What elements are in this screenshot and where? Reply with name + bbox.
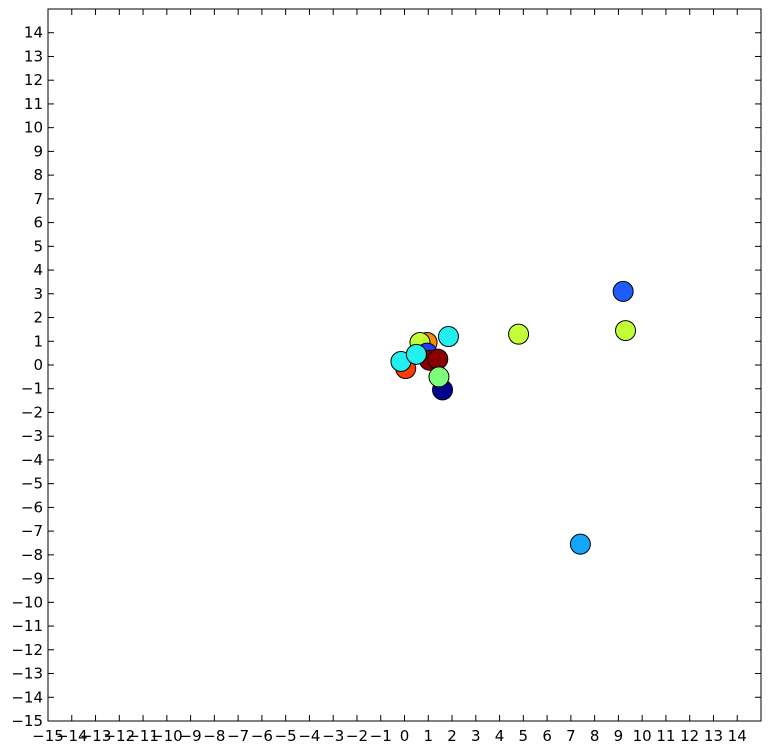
x-tick-label: 10: [633, 727, 652, 745]
y-tick-label: 8: [33, 166, 43, 184]
x-tick-label: 9: [614, 727, 624, 745]
x-tick-label: 3: [471, 727, 481, 745]
data-point: [508, 323, 530, 345]
y-tick-label: −7: [21, 522, 43, 540]
y-tick-label: 6: [33, 214, 43, 232]
y-tick-label: −11: [11, 617, 43, 635]
y-tick-label: 4: [33, 261, 43, 279]
y-tick-label: 3: [33, 285, 43, 303]
y-tick-label: −6: [21, 498, 43, 516]
x-tick-label: 6: [542, 727, 552, 745]
x-tick-label: −5: [275, 727, 297, 745]
y-tick-label: 2: [33, 309, 43, 327]
x-tick-label: −12: [103, 727, 135, 745]
x-tick-label: 7: [566, 727, 576, 745]
y-tick-label: −13: [11, 665, 43, 683]
x-tick-label: 4: [495, 727, 505, 745]
x-tick-label: −15: [32, 727, 64, 745]
x-tick-label: −14: [56, 727, 88, 745]
x-tick-label: −8: [203, 727, 225, 745]
x-tick-label: 8: [590, 727, 600, 745]
x-tick-label: 0: [400, 727, 410, 745]
y-tick-label: −3: [21, 427, 43, 445]
y-tick-label: 7: [33, 190, 43, 208]
x-tick-label: −11: [127, 727, 159, 745]
x-tick-labels: −15−14−13−12−11−10−9 −8 −7 −6 −5 −4 −3 −2 −1 0 1 2 3…: [32, 727, 747, 745]
y-tick-label: −14: [11, 688, 43, 706]
x-tick-label: −7: [227, 727, 249, 745]
x-tick-label: −13: [80, 727, 112, 745]
x-tick-label: −4: [298, 727, 320, 745]
data-point: [405, 343, 427, 365]
data-point: [615, 320, 637, 342]
y-tick-labels: 14131211109876543210−1−2−3−4−5−6−7−8−9−1…: [11, 24, 43, 730]
y-tick-label: 14: [24, 24, 43, 42]
tick-marks: [47, 9, 761, 722]
y-tick-label: 9: [33, 142, 43, 160]
y-tick-label: −10: [11, 593, 43, 611]
y-tick-label: 10: [24, 119, 43, 137]
y-tick-label: −4: [21, 451, 43, 469]
y-tick-label: 11: [24, 95, 43, 113]
y-tick-label: −8: [21, 546, 43, 564]
data-point: [427, 348, 449, 370]
x-tick-label: −6: [251, 727, 273, 745]
x-tick-label: 5: [519, 727, 529, 745]
x-tick-label: −3: [322, 727, 344, 745]
y-tick-label: 13: [24, 47, 43, 65]
y-tick-label: −12: [11, 641, 43, 659]
x-tick-label: −2: [346, 727, 368, 745]
y-tick-label: −2: [21, 403, 43, 421]
x-tick-label: 14: [728, 727, 747, 745]
y-tick-label: 5: [33, 237, 43, 255]
data-point: [612, 280, 634, 302]
x-tick-label: 2: [447, 727, 457, 745]
plot-frame: [47, 8, 762, 722]
data-point: [428, 366, 450, 388]
x-tick-label: 12: [680, 727, 699, 745]
data-point: [437, 326, 459, 348]
data-points: [390, 280, 637, 555]
x-tick-label: −1: [370, 727, 392, 745]
y-tick-label: −9: [21, 570, 43, 588]
y-tick-label: −1: [21, 380, 43, 398]
x-tick-label: 13: [704, 727, 723, 745]
y-tick-label: −15: [11, 712, 43, 730]
y-tick-label: 1: [33, 332, 43, 350]
x-tick-label: 11: [656, 727, 675, 745]
y-tick-label: −5: [21, 475, 43, 493]
x-tick-label: 1: [423, 727, 433, 745]
x-tick-label: −10: [151, 727, 183, 745]
y-tick-label: 12: [24, 71, 43, 89]
data-point: [569, 533, 591, 555]
y-tick-label: 0: [33, 356, 43, 374]
x-tick-label: −9: [180, 727, 202, 745]
